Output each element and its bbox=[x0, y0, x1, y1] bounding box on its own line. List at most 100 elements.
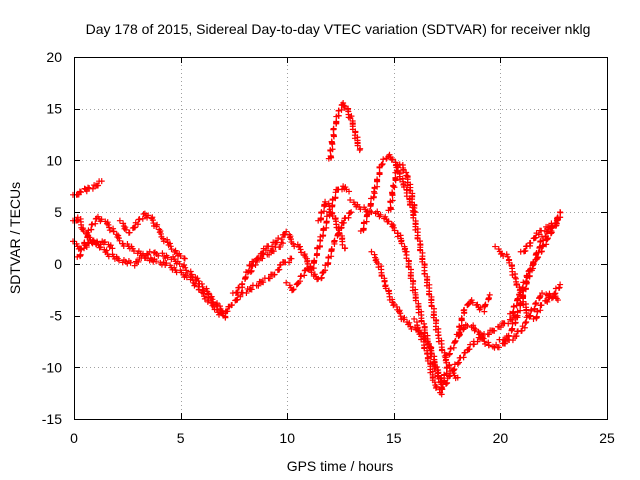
data-point bbox=[83, 244, 90, 251]
data-point bbox=[517, 299, 524, 306]
data-point bbox=[348, 209, 355, 216]
data-point bbox=[514, 295, 521, 302]
data-point bbox=[234, 296, 241, 303]
data-point bbox=[532, 234, 539, 241]
data-point bbox=[274, 239, 281, 246]
data-point bbox=[103, 247, 110, 254]
data-point bbox=[412, 209, 419, 216]
data-point bbox=[438, 383, 445, 390]
x-axis-label: GPS time / hours bbox=[287, 458, 394, 474]
data-point bbox=[482, 340, 489, 347]
data-point bbox=[153, 258, 160, 265]
data-point bbox=[195, 277, 202, 284]
data-point bbox=[329, 202, 336, 209]
data-point bbox=[544, 235, 551, 242]
data-point bbox=[474, 338, 481, 345]
data-point bbox=[306, 266, 313, 273]
data-point bbox=[270, 248, 277, 255]
data-point bbox=[167, 243, 174, 250]
data-point bbox=[406, 319, 413, 326]
data-point bbox=[329, 146, 336, 153]
data-point bbox=[172, 247, 179, 254]
data-point bbox=[192, 281, 199, 288]
data-point bbox=[522, 247, 529, 254]
data-point bbox=[200, 290, 207, 297]
data-point bbox=[160, 238, 167, 245]
data-point bbox=[194, 275, 201, 282]
data-point bbox=[482, 301, 489, 308]
data-point bbox=[364, 211, 371, 218]
data-point bbox=[109, 245, 116, 252]
data-point bbox=[347, 197, 354, 203]
y-tick-label: -10 bbox=[42, 359, 62, 375]
data-point bbox=[544, 298, 551, 305]
data-point bbox=[485, 295, 492, 302]
data-point bbox=[481, 338, 488, 345]
y-tick-label: -5 bbox=[50, 308, 63, 324]
data-point bbox=[492, 243, 499, 250]
data-point bbox=[525, 312, 532, 319]
data-point bbox=[283, 228, 290, 235]
data-point bbox=[327, 153, 334, 160]
data-point bbox=[414, 234, 421, 241]
data-point bbox=[259, 250, 266, 257]
data-point bbox=[517, 307, 524, 314]
data-point bbox=[543, 297, 550, 304]
data-point bbox=[80, 228, 87, 235]
data-point bbox=[205, 290, 212, 297]
data-point bbox=[176, 260, 183, 267]
data-point bbox=[497, 324, 504, 331]
data-point bbox=[78, 245, 85, 252]
data-point bbox=[209, 296, 216, 303]
data-point bbox=[322, 201, 329, 208]
data-point bbox=[389, 189, 396, 196]
data-point bbox=[426, 290, 433, 297]
data-point bbox=[339, 241, 346, 248]
data-point bbox=[260, 279, 267, 286]
data-point bbox=[346, 188, 353, 195]
data-point bbox=[460, 354, 467, 361]
data-point bbox=[181, 262, 188, 269]
data-point bbox=[134, 221, 141, 228]
data-point bbox=[77, 189, 84, 196]
data-point bbox=[550, 294, 557, 301]
data-point bbox=[210, 301, 217, 308]
data-point bbox=[509, 337, 516, 344]
data-point bbox=[513, 280, 520, 287]
data-point bbox=[145, 212, 152, 219]
data-point bbox=[89, 185, 96, 192]
data-point bbox=[398, 240, 405, 247]
data-point bbox=[389, 156, 396, 163]
data-point bbox=[491, 327, 498, 334]
data-point bbox=[382, 285, 389, 292]
data-point bbox=[107, 242, 114, 249]
data-point bbox=[390, 301, 397, 308]
data-point bbox=[307, 263, 314, 270]
data-point bbox=[447, 372, 454, 379]
data-point bbox=[255, 282, 262, 289]
data-point bbox=[540, 242, 547, 249]
data-point bbox=[201, 293, 208, 300]
y-tick-label: 15 bbox=[46, 101, 62, 117]
data-point bbox=[127, 259, 134, 266]
data-point bbox=[472, 326, 479, 333]
data-point bbox=[385, 218, 392, 225]
data-point bbox=[495, 344, 502, 351]
data-point bbox=[321, 208, 328, 215]
data-point bbox=[421, 270, 428, 277]
data-point bbox=[341, 103, 348, 110]
data-point bbox=[271, 271, 278, 278]
data-point bbox=[329, 213, 336, 220]
data-point bbox=[320, 225, 327, 232]
data-point bbox=[516, 291, 523, 298]
data-point bbox=[278, 236, 285, 243]
data-point bbox=[461, 306, 468, 313]
data-point bbox=[479, 332, 486, 339]
data-points bbox=[70, 99, 564, 398]
data-point bbox=[340, 219, 347, 226]
data-point bbox=[98, 178, 105, 185]
data-point bbox=[275, 235, 282, 242]
data-point bbox=[106, 227, 113, 234]
data-point bbox=[120, 220, 127, 227]
